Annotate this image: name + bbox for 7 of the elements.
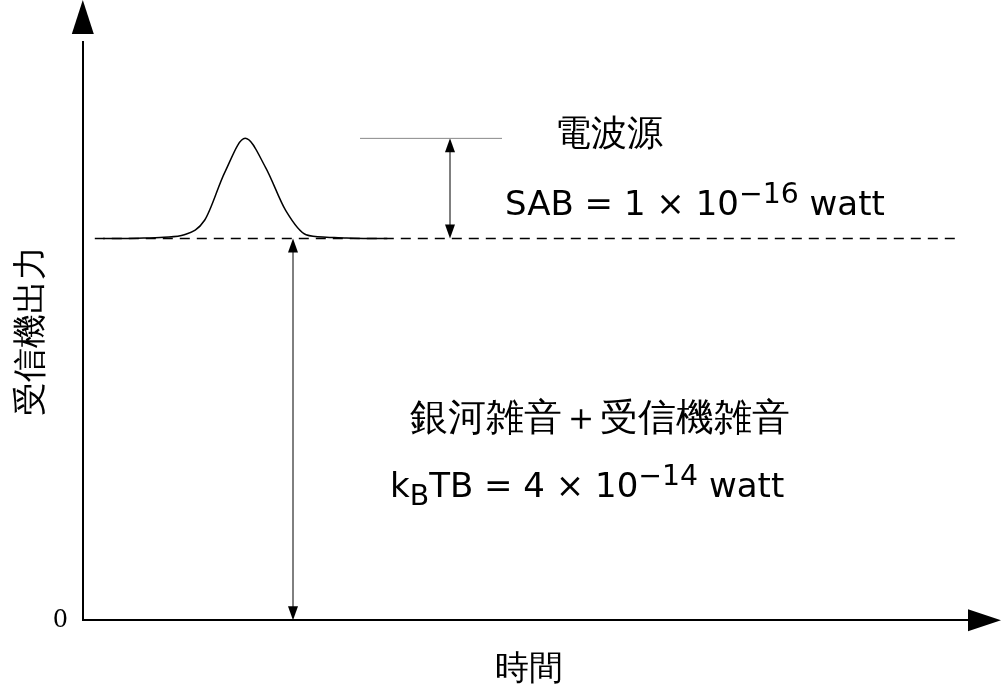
annotation: 電波源: [555, 112, 663, 153]
text: 0: [52, 605, 69, 634]
x-axis-title: 時間: [495, 647, 564, 688]
annotation: 銀河雑音＋受信機雑音: [410, 395, 790, 439]
y-axis-title: 受信機出力: [9, 246, 50, 417]
annotation: SAB = 1 × 10$^{−16}$ watt: [505, 177, 885, 224]
annotation: k$_{B}$TB = 4 × 10$^{−14}$ watt: [390, 459, 785, 513]
